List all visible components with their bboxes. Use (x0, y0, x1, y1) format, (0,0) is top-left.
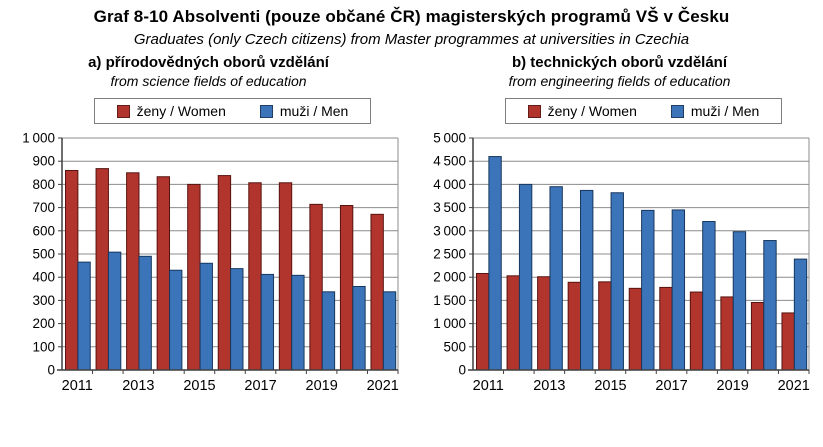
svg-text:1 000: 1 000 (22, 131, 55, 146)
svg-text:4 500: 4 500 (433, 154, 466, 169)
svg-text:2019: 2019 (717, 378, 749, 394)
panel-title-science-en: from science fields of education (110, 73, 307, 89)
svg-text:5 000: 5 000 (433, 131, 466, 146)
legend-label-men: muži / Men (279, 103, 349, 119)
charts-row: a) přírodovědných oborů vzdělání from sc… (0, 54, 823, 401)
svg-text:2011: 2011 (62, 378, 93, 394)
svg-text:200: 200 (32, 316, 55, 331)
legend-science: ženy / Women muži / Men (93, 98, 372, 124)
men-swatch-icon (259, 104, 273, 118)
women-swatch-icon (527, 104, 541, 118)
svg-text:900: 900 (32, 154, 55, 169)
legend-item-men: muži / Men (670, 103, 760, 119)
svg-text:1 000: 1 000 (433, 316, 466, 331)
svg-text:2015: 2015 (594, 378, 626, 394)
panel-title-engineering-cs: b) technických oborů vzdělání (511, 54, 728, 71)
svg-text:600: 600 (32, 223, 55, 238)
legend-item-women: ženy / Women (116, 103, 226, 119)
chart-panel-science: a) přírodovědných oborů vzdělání from sc… (0, 54, 411, 401)
svg-text:500: 500 (443, 339, 466, 354)
svg-text:2021: 2021 (778, 378, 810, 394)
legend-item-women: ženy / Women (527, 103, 637, 119)
svg-text:2013: 2013 (122, 378, 154, 394)
legend-item-men: muži / Men (259, 103, 349, 119)
svg-text:3 000: 3 000 (433, 223, 466, 238)
svg-text:100: 100 (32, 339, 55, 354)
legend-row: ženy / Women muži / Men (6, 98, 411, 124)
bar-chart-engineering: 0 500 1 000 1 500 2 000 2 500 3 000 3 500 4 000 4… (433, 131, 810, 395)
svg-text:2017: 2017 (244, 378, 276, 394)
svg-text:400: 400 (32, 270, 55, 285)
panel-title-science-cs: a) přírodovědných oborů vzdělání (88, 54, 329, 71)
legend-label-women: ženy / Women (547, 103, 637, 119)
svg-text:4 000: 4 000 (433, 177, 466, 192)
svg-text:800: 800 (32, 177, 55, 192)
svg-text:2 000: 2 000 (433, 270, 466, 285)
bar-chart-science: 0 100 200 300 400 500 600 700 800 900 1 000 2011 201… (22, 131, 399, 395)
svg-text:2017: 2017 (655, 378, 687, 394)
svg-text:2 500: 2 500 (433, 247, 466, 262)
svg-text:2021: 2021 (367, 378, 399, 394)
men-swatch-icon (670, 104, 684, 118)
svg-text:500: 500 (32, 247, 55, 262)
svg-text:3 500: 3 500 (433, 200, 466, 215)
women-swatch-icon (116, 104, 130, 118)
panel-title-engineering-en: from engineering fields of education (508, 73, 731, 89)
svg-text:0: 0 (458, 363, 466, 378)
svg-text:300: 300 (32, 293, 55, 308)
svg-text:2019: 2019 (306, 378, 338, 394)
legend-label-women: ženy / Women (136, 103, 226, 119)
svg-text:2015: 2015 (183, 378, 215, 394)
svg-text:700: 700 (32, 200, 55, 215)
figure-title: Graf 8-10 Absolventi (pouze občané ČR) m… (93, 7, 730, 26)
svg-text:2011: 2011 (473, 378, 504, 394)
figure-subtitle: Graduates (only Czech citizens) from Mas… (133, 31, 690, 48)
legend-row: ženy / Women muži / Men (417, 98, 822, 124)
chart-panel-engineering: b) technických oborů vzdělání from engin… (411, 54, 822, 401)
svg-text:1 500: 1 500 (433, 293, 466, 308)
legend-engineering: ženy / Women muži / Men (504, 98, 783, 124)
legend-label-men: muži / Men (690, 103, 760, 119)
svg-text:2013: 2013 (533, 378, 565, 394)
svg-text:0: 0 (47, 363, 55, 378)
